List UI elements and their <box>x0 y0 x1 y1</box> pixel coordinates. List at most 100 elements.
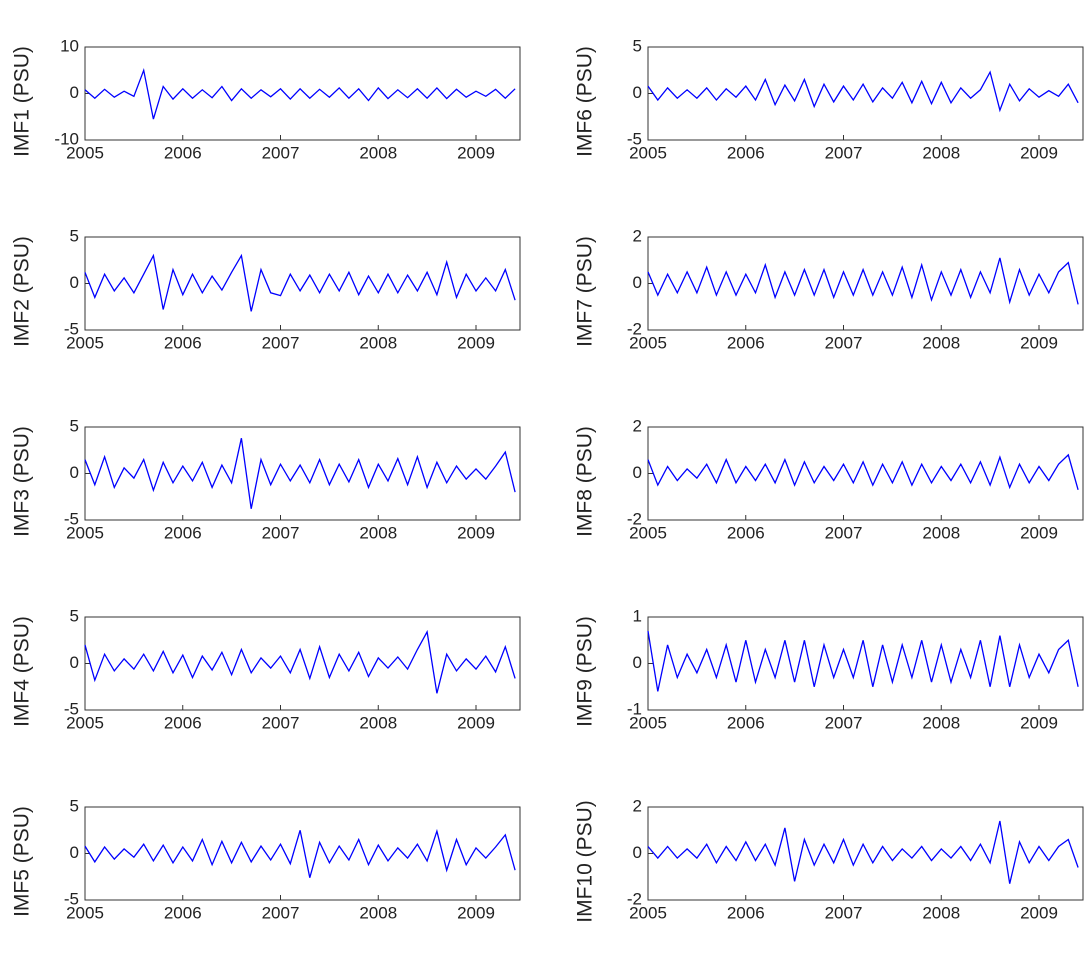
x-tick-label: 2008 <box>359 333 397 352</box>
y-axis-label: IMF6 (PSU) <box>574 46 597 157</box>
signal-line <box>84 67 516 120</box>
y-tick-label: 10 <box>60 36 79 55</box>
x-tick-label: 2006 <box>164 903 202 922</box>
x-tick-label: 2009 <box>457 333 495 352</box>
y-axis-label: IMF9 (PSU) <box>574 616 597 727</box>
plot-frame <box>647 46 1084 141</box>
subplot: -2 0 2 2005 2006 2007 2008 2009 IMF8 (PSU) <box>574 416 1084 542</box>
y-tick-label: -2 <box>627 319 642 338</box>
x-tick-label: 2006 <box>164 523 202 542</box>
x-tick-label: 2007 <box>262 143 300 162</box>
x-tick-label: 2005 <box>629 143 667 162</box>
y-axis-label: IMF8 (PSU) <box>574 426 597 537</box>
x-tick-label: 2005 <box>66 143 104 162</box>
plot-frame <box>647 426 1084 521</box>
y-tick-label: 0 <box>70 843 79 862</box>
y-axis-label: IMF10 (PSU) <box>574 800 597 923</box>
x-tick-label: 2006 <box>727 903 765 922</box>
y-axis-label: IMF5 (PSU) <box>11 806 34 917</box>
y-tick-label: 0 <box>70 273 79 292</box>
y-tick-label: -5 <box>64 319 79 338</box>
y-tick-label: 5 <box>70 226 79 245</box>
x-tick-label: 2006 <box>727 523 765 542</box>
x-tick-label: 2007 <box>825 143 863 162</box>
y-tick-label: 2 <box>633 416 642 435</box>
x-tick-label: 2009 <box>1020 713 1058 732</box>
x-tick-label: 2008 <box>922 333 960 352</box>
x-tick-label: 2009 <box>457 523 495 542</box>
x-tick-label: 2006 <box>164 333 202 352</box>
x-tick-label: 2009 <box>457 903 495 922</box>
subplot: -5 0 5 2005 2006 2007 2008 2009 IMF4 (PSU) <box>11 606 521 732</box>
x-tick-label: 2008 <box>922 523 960 542</box>
x-tick-label: 2008 <box>359 143 397 162</box>
x-tick-label: 2008 <box>922 713 960 732</box>
x-tick-label: 2005 <box>629 713 667 732</box>
y-tick-label: -2 <box>627 889 642 908</box>
signal-line <box>84 438 516 509</box>
x-tick-label: 2005 <box>66 523 104 542</box>
y-tick-label: 5 <box>70 416 79 435</box>
x-tick-label: 2007 <box>262 333 300 352</box>
x-tick-label: 2007 <box>825 903 863 922</box>
y-tick-label: 2 <box>633 796 642 815</box>
y-tick-label: -5 <box>64 699 79 718</box>
y-tick-label: 0 <box>633 463 642 482</box>
y-axis-label: IMF2 (PSU) <box>11 236 34 347</box>
x-tick-label: 2009 <box>457 713 495 732</box>
plot-frame <box>84 616 521 711</box>
plot-frame <box>84 426 521 521</box>
x-tick-label: 2008 <box>922 903 960 922</box>
x-tick-label: 2005 <box>66 333 104 352</box>
y-tick-label: 5 <box>70 796 79 815</box>
subplot: -1 0 1 2005 2006 2007 2008 2009 IMF9 (PSU) <box>574 606 1084 732</box>
subplot: -5 0 5 2005 2006 2007 2008 2009 IMF2 (PSU) <box>11 226 521 352</box>
y-tick-label: 0 <box>633 843 642 862</box>
y-tick-label: 0 <box>70 653 79 672</box>
signal-line <box>84 828 516 878</box>
signal-line <box>647 70 1079 113</box>
x-tick-label: 2006 <box>164 713 202 732</box>
plot-frame <box>647 806 1084 901</box>
signal-line <box>647 630 1079 692</box>
subplot: -5 0 5 2005 2006 2007 2008 2009 IMF3 (PSU) <box>11 416 521 542</box>
plot-frame <box>84 236 521 331</box>
y-tick-label: 0 <box>633 273 642 292</box>
y-tick-label: 5 <box>633 36 642 55</box>
y-tick-label: -10 <box>54 129 79 148</box>
y-tick-label: -5 <box>64 509 79 528</box>
x-tick-label: 2007 <box>262 903 300 922</box>
y-axis-label: IMF7 (PSU) <box>574 236 597 347</box>
x-tick-label: 2005 <box>66 903 104 922</box>
x-tick-label: 2005 <box>629 523 667 542</box>
x-tick-label: 2008 <box>359 713 397 732</box>
y-tick-label: 0 <box>633 653 642 672</box>
y-tick-label: 0 <box>70 463 79 482</box>
x-tick-label: 2005 <box>629 333 667 352</box>
plot-frame <box>647 236 1084 331</box>
x-tick-label: 2007 <box>825 523 863 542</box>
y-tick-label: -2 <box>627 509 642 528</box>
x-tick-label: 2007 <box>825 713 863 732</box>
x-tick-label: 2007 <box>262 523 300 542</box>
plot-frame <box>84 806 521 901</box>
plot-frame <box>647 616 1084 711</box>
subplot: -10 0 10 2005 2006 2007 2008 2009 IMF1 (PSU) <box>11 36 521 162</box>
y-tick-label: 1 <box>633 606 642 625</box>
x-tick-label: 2009 <box>1020 903 1058 922</box>
y-tick-label: -5 <box>64 889 79 908</box>
signal-line <box>647 820 1079 884</box>
x-tick-label: 2006 <box>164 143 202 162</box>
plot-frame <box>84 46 521 141</box>
x-tick-label: 2009 <box>1020 143 1058 162</box>
x-tick-label: 2006 <box>727 333 765 352</box>
y-axis-label: IMF4 (PSU) <box>11 616 34 727</box>
signal-line <box>647 453 1079 490</box>
x-tick-label: 2006 <box>727 713 765 732</box>
subplot: -2 0 2 2005 2006 2007 2008 2009 IMF7 (PSU) <box>574 226 1084 352</box>
y-tick-label: 0 <box>70 83 79 102</box>
subplot: -5 0 5 2005 2006 2007 2008 2009 IMF5 (PSU) <box>11 796 521 922</box>
x-tick-label: 2007 <box>825 333 863 352</box>
